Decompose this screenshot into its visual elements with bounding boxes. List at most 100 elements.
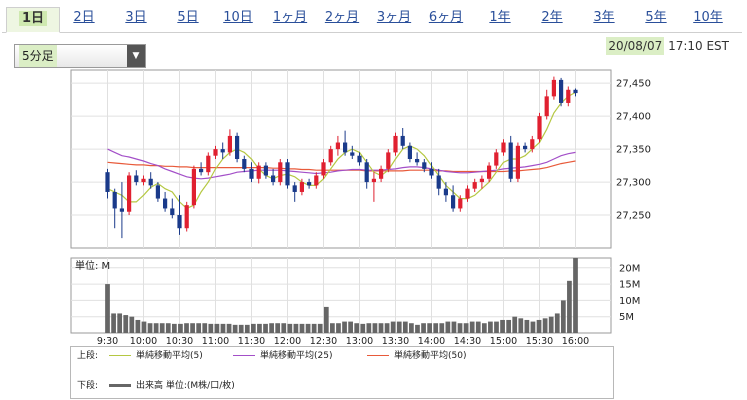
volume-bar bbox=[536, 319, 542, 333]
legend-volume-label: 出来高 単位:(M株/口/枚) bbox=[136, 381, 235, 391]
volume-bar bbox=[238, 324, 244, 333]
volume-y-tick-label: 15M bbox=[619, 280, 640, 291]
volume-bar bbox=[305, 323, 311, 333]
legend-upper-label: 上段: bbox=[77, 351, 99, 361]
candle-body bbox=[443, 188, 448, 196]
legend-ma50-label: 単純移動平均(50) bbox=[394, 351, 467, 361]
volume-plot-frame bbox=[70, 257, 612, 334]
candle-body bbox=[299, 182, 304, 192]
y-tick-label: 27,450 bbox=[616, 79, 651, 90]
legend-item-ma50: 単純移動平均(50) bbox=[367, 350, 466, 362]
legend-line-ma25 bbox=[233, 355, 255, 356]
tab-7[interactable]: 3ヶ月 bbox=[368, 7, 420, 31]
candle-body bbox=[501, 142, 506, 153]
candle-body bbox=[487, 165, 492, 179]
candle-body bbox=[163, 198, 168, 209]
candle-body bbox=[479, 178, 484, 183]
candle-body bbox=[242, 159, 247, 169]
candle-body bbox=[249, 168, 254, 179]
candle-body bbox=[573, 89, 578, 94]
volume-bar bbox=[427, 323, 433, 333]
tab-label: 2ヶ月 bbox=[324, 10, 360, 25]
candle-body bbox=[170, 208, 175, 216]
candle-body bbox=[278, 162, 283, 183]
volume-bar bbox=[500, 319, 505, 333]
x-tick-label: 9:30 bbox=[97, 336, 118, 347]
tab-4[interactable]: 10日 bbox=[212, 7, 264, 31]
candle-body bbox=[199, 168, 204, 173]
volume-bar bbox=[147, 323, 153, 333]
candle-body bbox=[343, 142, 348, 153]
x-tick-label: 14:00 bbox=[418, 336, 445, 347]
tab-10[interactable]: 2年 bbox=[526, 7, 578, 31]
candle-body bbox=[544, 96, 549, 117]
candle-body bbox=[436, 175, 441, 189]
volume-bar bbox=[275, 323, 281, 333]
candle-body bbox=[350, 152, 355, 156]
tab-13[interactable]: 10年 bbox=[682, 7, 734, 31]
tab-0[interactable]: 1日 bbox=[6, 7, 60, 33]
timestamp-date: 20/08/07 bbox=[606, 37, 665, 55]
interval-select[interactable]: 5分足 ▼ bbox=[14, 44, 146, 68]
tab-2[interactable]: 3日 bbox=[110, 7, 162, 31]
tab-11[interactable]: 3年 bbox=[578, 7, 630, 31]
volume-bar bbox=[153, 323, 159, 333]
volume-bar bbox=[281, 323, 287, 333]
volume-bar bbox=[475, 321, 481, 333]
x-tick-label: 13:30 bbox=[382, 336, 409, 347]
candle-body bbox=[494, 152, 499, 166]
volume-bar bbox=[257, 323, 262, 333]
y-tick-label: 27,400 bbox=[616, 112, 651, 123]
candle-body bbox=[314, 175, 319, 186]
volume-bar bbox=[263, 323, 268, 333]
candle-body bbox=[523, 145, 528, 150]
x-tick-label: 15:30 bbox=[526, 336, 553, 347]
tab-12[interactable]: 5年 bbox=[630, 7, 682, 31]
volume-bar bbox=[433, 323, 439, 333]
candle-body bbox=[407, 145, 412, 159]
legend-line-ma50 bbox=[367, 355, 389, 356]
volume-bar bbox=[220, 323, 226, 333]
legend-lower-row: 下段: 出来高 単位:(M株/口/枚) bbox=[77, 380, 235, 392]
volume-bar bbox=[463, 323, 469, 333]
x-tick-label: 14:30 bbox=[454, 336, 481, 347]
volume-bar bbox=[250, 323, 256, 333]
volume-bar bbox=[317, 323, 323, 333]
tab-3[interactable]: 5日 bbox=[162, 7, 214, 31]
tab-label: 1日 bbox=[18, 11, 48, 26]
candle-body bbox=[148, 178, 153, 186]
tab-9[interactable]: 1年 bbox=[474, 7, 526, 31]
candle-body bbox=[321, 162, 326, 176]
candle-body bbox=[206, 155, 211, 173]
candle-body bbox=[335, 142, 340, 150]
chevron-down-icon[interactable]: ▼ bbox=[127, 45, 145, 67]
candle-body bbox=[191, 168, 196, 206]
tab-1[interactable]: 2日 bbox=[58, 7, 110, 31]
legend-item-ma25: 単純移動平均(25) bbox=[233, 350, 332, 362]
volume-bar bbox=[421, 323, 426, 333]
tab-label: 6ヶ月 bbox=[428, 10, 464, 25]
tab-5[interactable]: 1ヶ月 bbox=[264, 7, 316, 31]
volume-bar bbox=[378, 323, 384, 333]
candle-body bbox=[537, 116, 542, 140]
volume-bar bbox=[287, 323, 293, 333]
candle-body bbox=[119, 208, 124, 212]
tab-6[interactable]: 2ヶ月 bbox=[316, 7, 368, 31]
volume-bar bbox=[390, 321, 396, 333]
candle-body bbox=[386, 152, 391, 169]
x-tick-label: 10:30 bbox=[166, 336, 193, 347]
legend-line-ma5 bbox=[109, 355, 131, 356]
candle-body bbox=[112, 191, 117, 209]
volume-bar bbox=[469, 321, 475, 333]
volume-bar bbox=[196, 323, 202, 333]
volume-bar bbox=[159, 323, 165, 333]
volume-bar bbox=[269, 323, 274, 333]
tab-8[interactable]: 6ヶ月 bbox=[420, 7, 472, 31]
volume-bar bbox=[415, 324, 420, 333]
chart-legend: 上段: 単純移動平均(5) 単純移動平均(25) 単純移動平均(50) 下段: … bbox=[70, 346, 614, 399]
candle-body bbox=[213, 149, 218, 156]
candle-body bbox=[357, 155, 362, 163]
volume-unit-label: 単位: M bbox=[75, 259, 110, 272]
price-plot-frame bbox=[70, 69, 612, 249]
timestamp-time: 17:10 EST bbox=[668, 39, 729, 53]
